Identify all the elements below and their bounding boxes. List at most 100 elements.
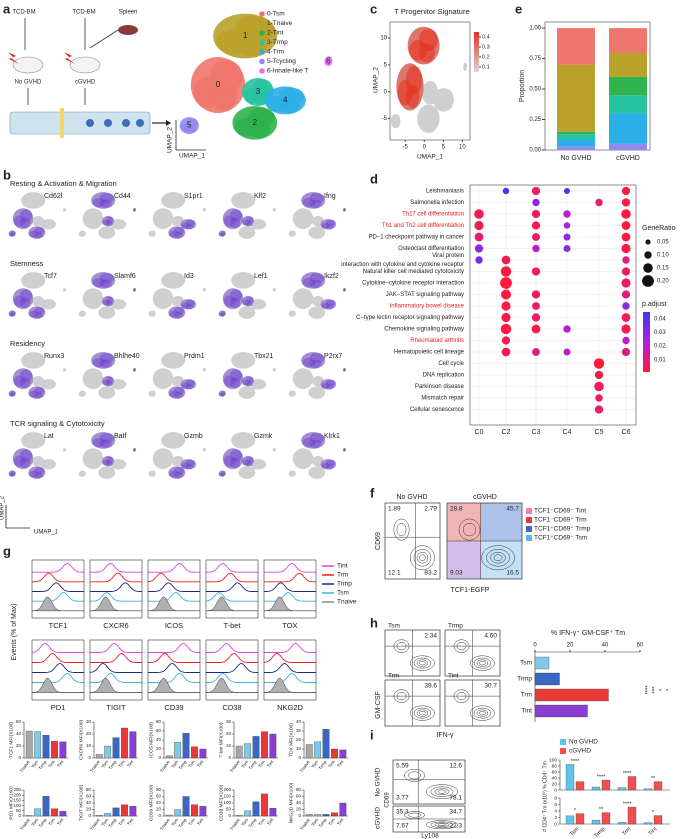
legend-label: Trmp [337, 581, 352, 588]
cell-cluster [29, 390, 39, 398]
category-label: Tsm [520, 660, 532, 667]
cell-cluster [11, 313, 15, 317]
quadrant [480, 503, 522, 541]
cluster-label: 5 [187, 121, 192, 130]
tick-label: 0 [423, 145, 427, 151]
bar [112, 737, 120, 759]
cell-cluster [222, 288, 244, 309]
cell-cluster [314, 312, 323, 319]
bar [305, 814, 313, 817]
quadrant-value: 3.77 [396, 795, 409, 802]
dot [532, 244, 540, 253]
cell-cluster [309, 359, 322, 368]
category-label: Trmp [248, 817, 258, 829]
bar [25, 730, 33, 759]
category-label: Tint [266, 759, 275, 768]
tick-label: 20 [567, 643, 574, 649]
cell-cluster [343, 449, 346, 452]
cell-cluster [99, 199, 112, 208]
tick-label: 40 [602, 643, 609, 649]
tick-label: 0 [533, 643, 537, 649]
contour [479, 711, 486, 716]
cell-cluster [229, 377, 241, 388]
cell-cluster [28, 306, 46, 319]
cell-cluster [186, 124, 196, 134]
axis-title: CD38 MFI(X100) [218, 784, 224, 821]
cell-cluster [81, 233, 85, 237]
cell-cluster [11, 393, 15, 397]
cell-cluster [464, 66, 467, 71]
cluster-label: C5 [595, 429, 604, 436]
cell-cluster [229, 297, 241, 308]
histogram [90, 572, 142, 583]
dot [501, 312, 511, 323]
histogram [264, 572, 316, 583]
histogram [31, 596, 85, 612]
bar [165, 755, 173, 759]
cell-cluster [299, 217, 311, 228]
cell-cluster [185, 303, 194, 309]
cell-cluster [19, 377, 31, 388]
cell-cluster [242, 459, 250, 466]
quadrant-value: 22.3 [449, 823, 462, 830]
bar [191, 804, 198, 817]
legend-swatch [526, 535, 532, 541]
cell-cluster [133, 449, 136, 452]
contour [393, 518, 410, 541]
label: Ly108 [421, 833, 439, 839]
label: GeneRatio [642, 225, 676, 232]
category-label: Trm [187, 817, 196, 826]
cell-cluster [343, 209, 346, 212]
histogram [31, 643, 84, 653]
cell-cluster [273, 449, 276, 452]
cell-cluster [320, 379, 337, 390]
legend-label: No GVHD [569, 739, 598, 746]
term-label: C−type lectin receptor signaling pathway [356, 315, 464, 321]
plot-frame [205, 559, 259, 619]
cell-cluster [244, 392, 253, 399]
cell-cluster [301, 272, 326, 289]
legend-label: 0-Tsm [267, 11, 285, 18]
cell-cluster [19, 457, 31, 468]
cell-cluster [325, 223, 334, 229]
cell-cluster [327, 60, 332, 66]
cell-cluster [181, 462, 190, 469]
panel-label: h [370, 615, 378, 630]
cell-cluster [99, 279, 112, 288]
dot [531, 221, 541, 230]
dot [621, 278, 631, 288]
label: cGVHD [473, 494, 497, 501]
cell-cluster [302, 357, 316, 368]
histogram [263, 596, 317, 612]
category-label: Tint [336, 817, 345, 826]
cell-cluster [169, 199, 182, 208]
legend-label: 4-Trm [267, 49, 284, 56]
tick-label: 0.75 [529, 56, 541, 62]
tick-label: 0 [228, 755, 231, 760]
cluster-label: C2 [502, 429, 511, 436]
cell-cluster [218, 310, 226, 317]
cell-cluster [203, 449, 206, 452]
cell-cluster [102, 299, 110, 306]
contour [437, 823, 447, 827]
cell-cluster [185, 303, 194, 309]
tick-label: 10 [86, 743, 92, 748]
cell-cluster [11, 390, 16, 395]
category-label: Tsm [569, 826, 581, 838]
contour [425, 784, 459, 799]
tick-label: 6 [554, 802, 557, 808]
cell-cluster [343, 289, 345, 292]
gene-label: Batf [114, 433, 127, 440]
contour [416, 659, 429, 667]
bar [322, 814, 330, 817]
cell-cluster [244, 232, 253, 239]
cell-cluster [34, 472, 43, 479]
term-label: Leishmaniasis [426, 189, 464, 195]
tick-label: 80 [156, 787, 162, 792]
histogram [90, 592, 142, 602]
category-label: Trmp [593, 826, 606, 839]
tick-label: 80 [156, 719, 162, 724]
cell-cluster [11, 230, 16, 235]
cell-cluster [99, 199, 112, 208]
cell-cluster [309, 352, 324, 363]
